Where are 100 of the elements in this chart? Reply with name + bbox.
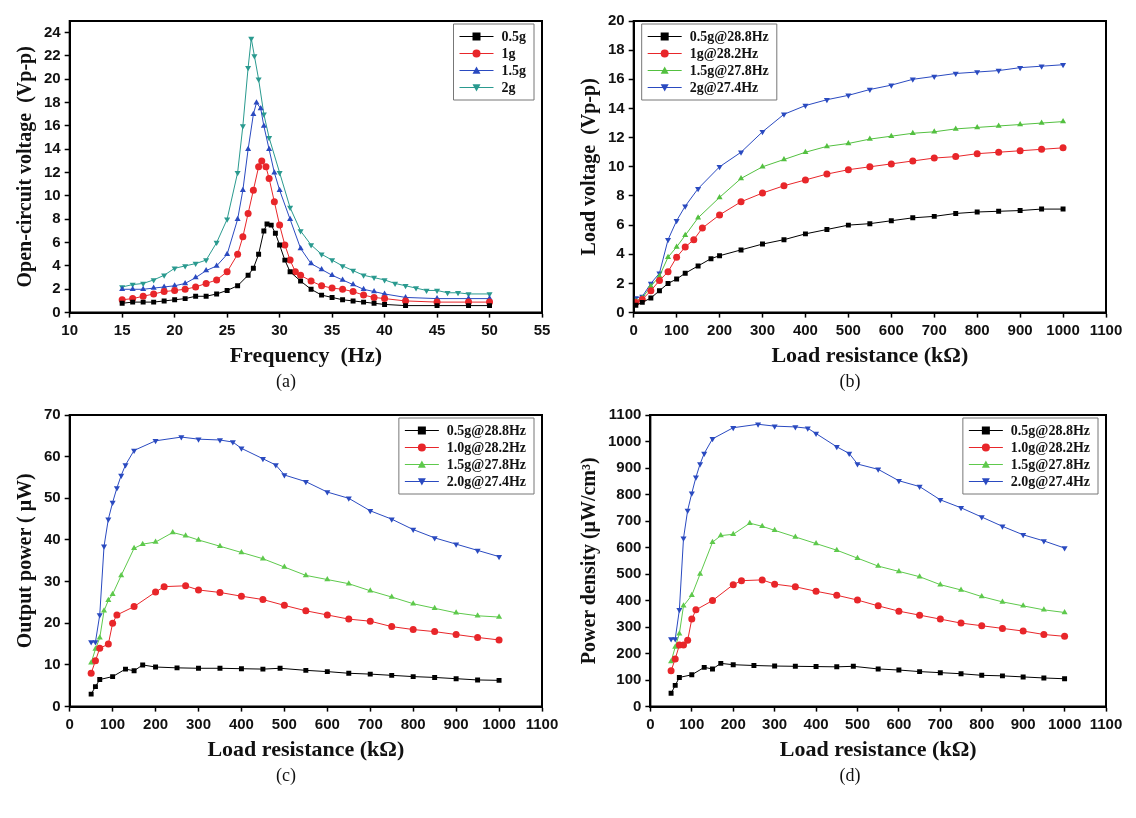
x-tick-label: 400: [803, 714, 829, 732]
x-tick-label: 100: [100, 714, 126, 732]
y-tick-label: 900: [616, 458, 642, 476]
x-axis-title: Load resistance (kΩ): [779, 736, 977, 762]
y-tick-label: 20: [608, 11, 625, 29]
x-tick-label: 15: [113, 320, 131, 338]
y-tick-label: 18: [44, 92, 61, 110]
y-tick-label: 500: [616, 564, 642, 582]
x-tick-label: 25: [218, 320, 236, 338]
y-tick-label: 0: [52, 302, 61, 320]
x-tick-label: 600: [886, 714, 912, 732]
y-tick-label: 22: [44, 46, 61, 64]
x-tick-label: 1000: [1046, 320, 1080, 338]
x-tick-label: 500: [844, 714, 870, 732]
legend-label: 2.0g@27.4Hz: [1010, 474, 1091, 490]
y-axis-title: Output power ( μW): [13, 473, 37, 649]
y-tick-label: 14: [608, 98, 626, 116]
y-tick-label: 0: [633, 696, 642, 714]
x-tick-label: 55: [533, 320, 551, 338]
y-tick-label: 4: [52, 256, 62, 274]
legend-label: 2.0g@27.4Hz: [446, 474, 527, 490]
x-tick-label: 400: [792, 320, 818, 338]
y-axis-title: Power density (μW/cm³): [577, 457, 601, 665]
text: (a): [276, 370, 296, 392]
x-tick-label: 900: [1007, 320, 1033, 338]
x-tick-label: 1000: [482, 714, 516, 732]
y-tick-label: 300: [616, 617, 642, 635]
text: (d): [839, 764, 861, 786]
y-tick-label: 10: [44, 186, 61, 204]
y-tick-label: 8: [616, 186, 625, 204]
y-tick-label: 70: [44, 405, 61, 423]
x-tick-label: 200: [707, 320, 733, 338]
y-tick-label: 100: [616, 670, 642, 688]
y-tick-label: 1100: [608, 405, 642, 423]
x-tick-label: 900: [1010, 714, 1036, 732]
y-tick-label: 2: [52, 279, 61, 297]
x-tick-label: 1100: [525, 714, 559, 732]
x-axis-title: Frequency (Hz): [229, 342, 383, 368]
y-tick-label: 2: [616, 273, 625, 291]
x-tick-label: 300: [185, 714, 212, 732]
x-tick-label: 800: [964, 320, 990, 338]
x-tick-label: 500: [835, 320, 861, 338]
x-tick-label: 500: [271, 714, 297, 732]
legend-label: 1.5g@27.8Hz: [1010, 457, 1091, 473]
y-tick-label: 10: [608, 156, 625, 174]
y-tick-label: 400: [616, 590, 642, 608]
x-tick-label: 0: [65, 714, 74, 732]
text: (c): [276, 764, 296, 786]
y-tick-label: 10: [44, 655, 61, 673]
y-tick-label: 20: [44, 69, 61, 87]
y-tick-label: 0: [616, 302, 625, 320]
x-axis-title: Load resistance (kΩ): [207, 736, 405, 762]
x-tick-label: 1100: [1089, 714, 1123, 732]
y-axis-title: Open-circuit voltage (Vp-p): [13, 46, 37, 288]
text: (b): [839, 370, 861, 392]
y-tick-label: 6: [616, 215, 625, 233]
x-tick-label: 800: [969, 714, 995, 732]
legend-label: 1.0g@28.2Hz: [1010, 440, 1091, 456]
y-tick-label: 1000: [607, 431, 642, 449]
legend-label: 0.5g@28.8Hz: [1010, 423, 1091, 439]
x-tick-label: 20: [166, 320, 183, 338]
x-tick-label: 900: [443, 714, 469, 732]
y-tick-label: 200: [616, 643, 642, 661]
y-tick-label: 12: [608, 127, 625, 145]
x-tick-label: 45: [428, 320, 446, 338]
y-tick-label: 700: [616, 511, 642, 529]
x-tick-label: 700: [357, 714, 383, 732]
legend-label: 0.5g: [501, 29, 526, 45]
y-tick-label: 16: [44, 116, 61, 134]
legend-label: 0.5g@28.8Hz: [446, 423, 527, 439]
x-tick-label: 1100: [1089, 320, 1123, 338]
x-tick-label: 300: [762, 714, 788, 732]
x-tick-label: 200: [143, 714, 169, 732]
y-tick-label: 16: [608, 69, 625, 87]
x-tick-label: 400: [228, 714, 254, 732]
x-tick-label: 800: [400, 714, 426, 732]
y-tick-label: 8: [52, 209, 61, 227]
y-tick-label: 6: [52, 232, 61, 250]
x-tick-label: 35: [323, 320, 341, 338]
y-tick-label: 14: [44, 139, 62, 157]
y-tick-label: 18: [608, 40, 625, 58]
y-tick-label: 12: [44, 162, 61, 180]
y-tick-label: 800: [616, 484, 642, 502]
legend-label: 0.5g@28.8Hz: [689, 29, 769, 45]
x-tick-label: 50: [481, 320, 498, 338]
legend-label: 1g: [501, 46, 516, 62]
x-tick-label: 600: [314, 714, 340, 732]
x-tick-label: 100: [679, 714, 705, 732]
x-tick-label: 700: [927, 714, 953, 732]
y-tick-label: 30: [44, 571, 61, 589]
legend-label: 2g: [501, 80, 516, 96]
legend-label: 1.5g@27.8Hz: [446, 457, 527, 473]
y-tick-label: 40: [44, 530, 61, 548]
x-tick-label: 40: [376, 320, 393, 338]
y-tick-label: 600: [616, 537, 642, 555]
x-tick-label: 600: [878, 320, 904, 338]
y-axis-title: Load voltage (Vp-p): [577, 78, 601, 256]
y-tick-label: 50: [44, 488, 61, 506]
y-tick-label: 0: [52, 696, 61, 714]
x-axis-title: Load resistance (kΩ): [771, 342, 969, 368]
